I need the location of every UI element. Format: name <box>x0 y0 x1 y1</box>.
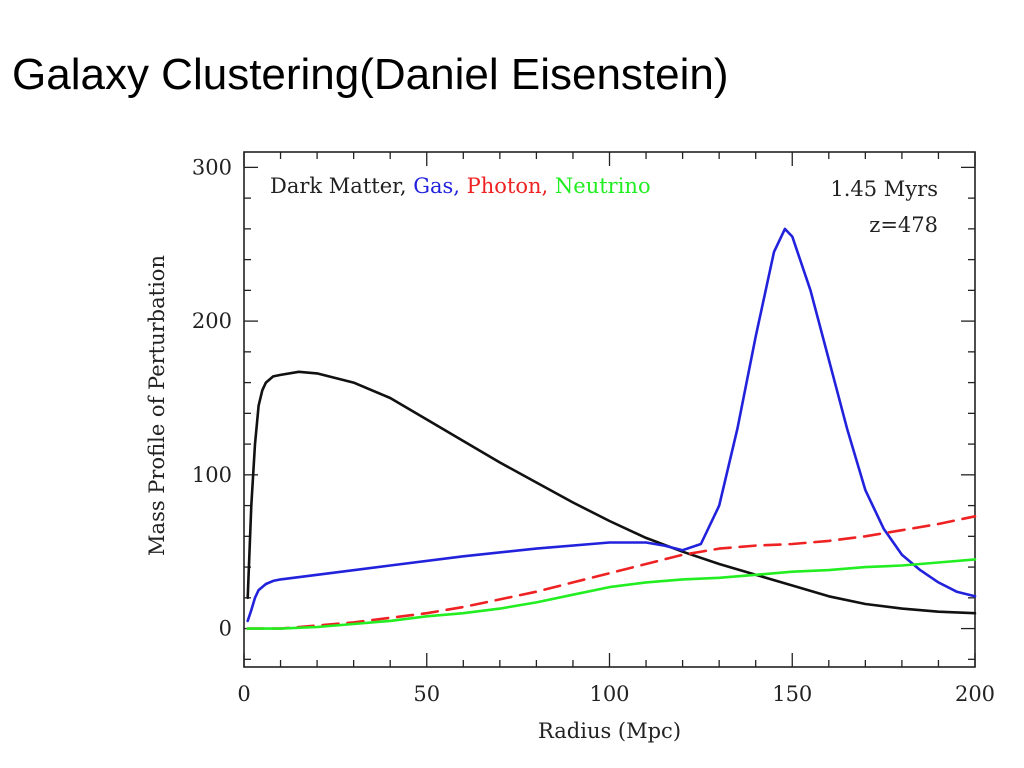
legend-entry: Dark Matter, <box>270 174 407 198</box>
legend-entry: Gas, <box>407 174 460 198</box>
x-axis-label: Radius (Mpc) <box>538 719 681 743</box>
x-tick-label: 150 <box>772 682 812 706</box>
plot-layer: 0 50 100 150 200 0 100 200 300 Radius (Mpc) Mass P… <box>145 151 995 743</box>
y-tick-label: 0 <box>219 617 232 641</box>
legend: Dark Matter, Gas, Photon, Neutrino <box>270 174 651 198</box>
x-tick-label: 200 <box>955 682 995 706</box>
y-tick-label: 200 <box>192 309 232 333</box>
x-tick-label: 100 <box>589 682 629 706</box>
legend-entry: Neutrino <box>548 174 650 198</box>
series-line-gas <box>246 227 977 623</box>
y-tick-label: 100 <box>192 463 232 487</box>
series-line-neutrino <box>246 558 977 630</box>
annotation-redshift: z=478 <box>869 213 938 237</box>
series-line-dark-matter <box>246 370 977 615</box>
y-tick-label: 300 <box>192 155 232 179</box>
y-axis-label: Mass Profile of Perturbation <box>145 255 169 556</box>
series-line-photon <box>246 515 977 630</box>
annotation-time: 1.45 Myrs <box>830 177 938 201</box>
x-tick-label: 0 <box>237 682 250 706</box>
plot-frame <box>243 151 976 668</box>
legend-entry: Photon, <box>460 174 548 198</box>
slide-title: Galaxy Clustering(Daniel Eisenstein) <box>12 50 729 99</box>
x-tick-label: 50 <box>413 682 440 706</box>
